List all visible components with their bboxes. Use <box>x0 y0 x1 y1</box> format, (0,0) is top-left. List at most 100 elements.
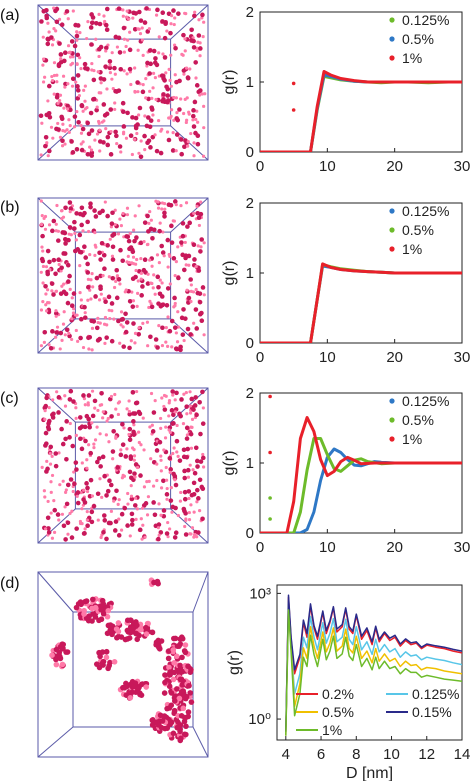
particle <box>185 224 190 229</box>
box-edge-line <box>192 571 209 613</box>
particle <box>198 54 202 58</box>
particle <box>151 410 157 415</box>
particle <box>67 200 73 205</box>
particle <box>103 654 110 661</box>
particle <box>143 624 149 631</box>
outlier-point <box>268 394 272 399</box>
particle <box>168 282 172 286</box>
particle <box>176 11 181 16</box>
particle <box>189 503 193 507</box>
particle <box>129 625 136 631</box>
particle <box>71 399 76 404</box>
particle <box>173 73 177 77</box>
particle <box>176 245 180 249</box>
particle <box>200 421 206 426</box>
particle <box>165 98 171 103</box>
y-tick-label: 1 <box>246 74 254 91</box>
particle <box>64 501 70 507</box>
particle <box>129 511 135 517</box>
particle <box>133 462 139 467</box>
particle <box>78 335 83 341</box>
particle <box>192 470 198 476</box>
particle <box>157 291 163 297</box>
particle <box>62 50 68 55</box>
particle <box>76 339 80 343</box>
particle <box>167 414 171 418</box>
particle <box>53 311 59 316</box>
particle <box>83 255 89 260</box>
particle <box>188 404 192 408</box>
particle <box>61 129 65 133</box>
particle <box>183 11 187 15</box>
particle <box>194 76 198 80</box>
particle <box>98 432 102 436</box>
particle <box>58 135 63 139</box>
particle <box>136 90 140 94</box>
particle <box>103 315 108 320</box>
particle <box>42 489 46 493</box>
particle <box>146 138 152 144</box>
particle <box>125 72 129 76</box>
particle <box>159 129 163 133</box>
particle <box>162 210 167 216</box>
particle <box>70 443 76 449</box>
particle <box>174 643 181 649</box>
series-line-1% <box>260 70 462 152</box>
particle <box>137 411 143 417</box>
particle <box>193 532 197 537</box>
particle <box>57 451 61 455</box>
particle <box>127 426 133 432</box>
legend-label: 0.125% <box>402 393 449 409</box>
series-line-0.5% <box>260 263 462 343</box>
particle <box>103 64 108 69</box>
particle <box>59 22 65 27</box>
particle <box>150 717 156 723</box>
particle <box>57 518 61 522</box>
particle <box>192 403 198 408</box>
particle <box>139 277 143 281</box>
particle <box>129 247 135 253</box>
particle <box>40 465 44 470</box>
particle <box>148 258 152 262</box>
particle <box>56 410 61 415</box>
particle <box>100 495 104 499</box>
y-tick-label: 0 <box>246 525 254 542</box>
legend-label: 0.5% <box>322 704 354 720</box>
particle <box>45 301 50 305</box>
particle <box>179 151 185 157</box>
particle <box>93 230 97 235</box>
particle <box>129 496 135 502</box>
particle <box>172 473 178 479</box>
particle <box>127 399 131 403</box>
particle <box>195 48 199 53</box>
particle <box>174 390 179 396</box>
particle <box>49 511 53 515</box>
particle <box>165 130 170 134</box>
particle <box>107 659 113 666</box>
particle <box>46 288 50 292</box>
particle <box>98 616 105 623</box>
particle <box>201 154 206 158</box>
particle <box>202 333 206 337</box>
particle <box>190 417 195 421</box>
particle <box>54 19 60 25</box>
particle <box>182 475 188 481</box>
particle <box>135 122 140 127</box>
particle <box>166 664 172 671</box>
particle <box>89 42 94 47</box>
particle <box>180 332 186 337</box>
particle <box>48 345 54 351</box>
particle <box>60 138 65 144</box>
particle <box>192 13 197 19</box>
particle <box>97 21 103 27</box>
particle <box>156 536 161 542</box>
particle <box>61 289 67 295</box>
particle <box>75 490 81 495</box>
particle <box>202 126 206 130</box>
particle <box>50 228 55 234</box>
particle <box>74 147 80 152</box>
particle <box>150 134 156 140</box>
particle <box>121 344 127 349</box>
particle <box>170 510 174 514</box>
particle <box>132 447 136 452</box>
